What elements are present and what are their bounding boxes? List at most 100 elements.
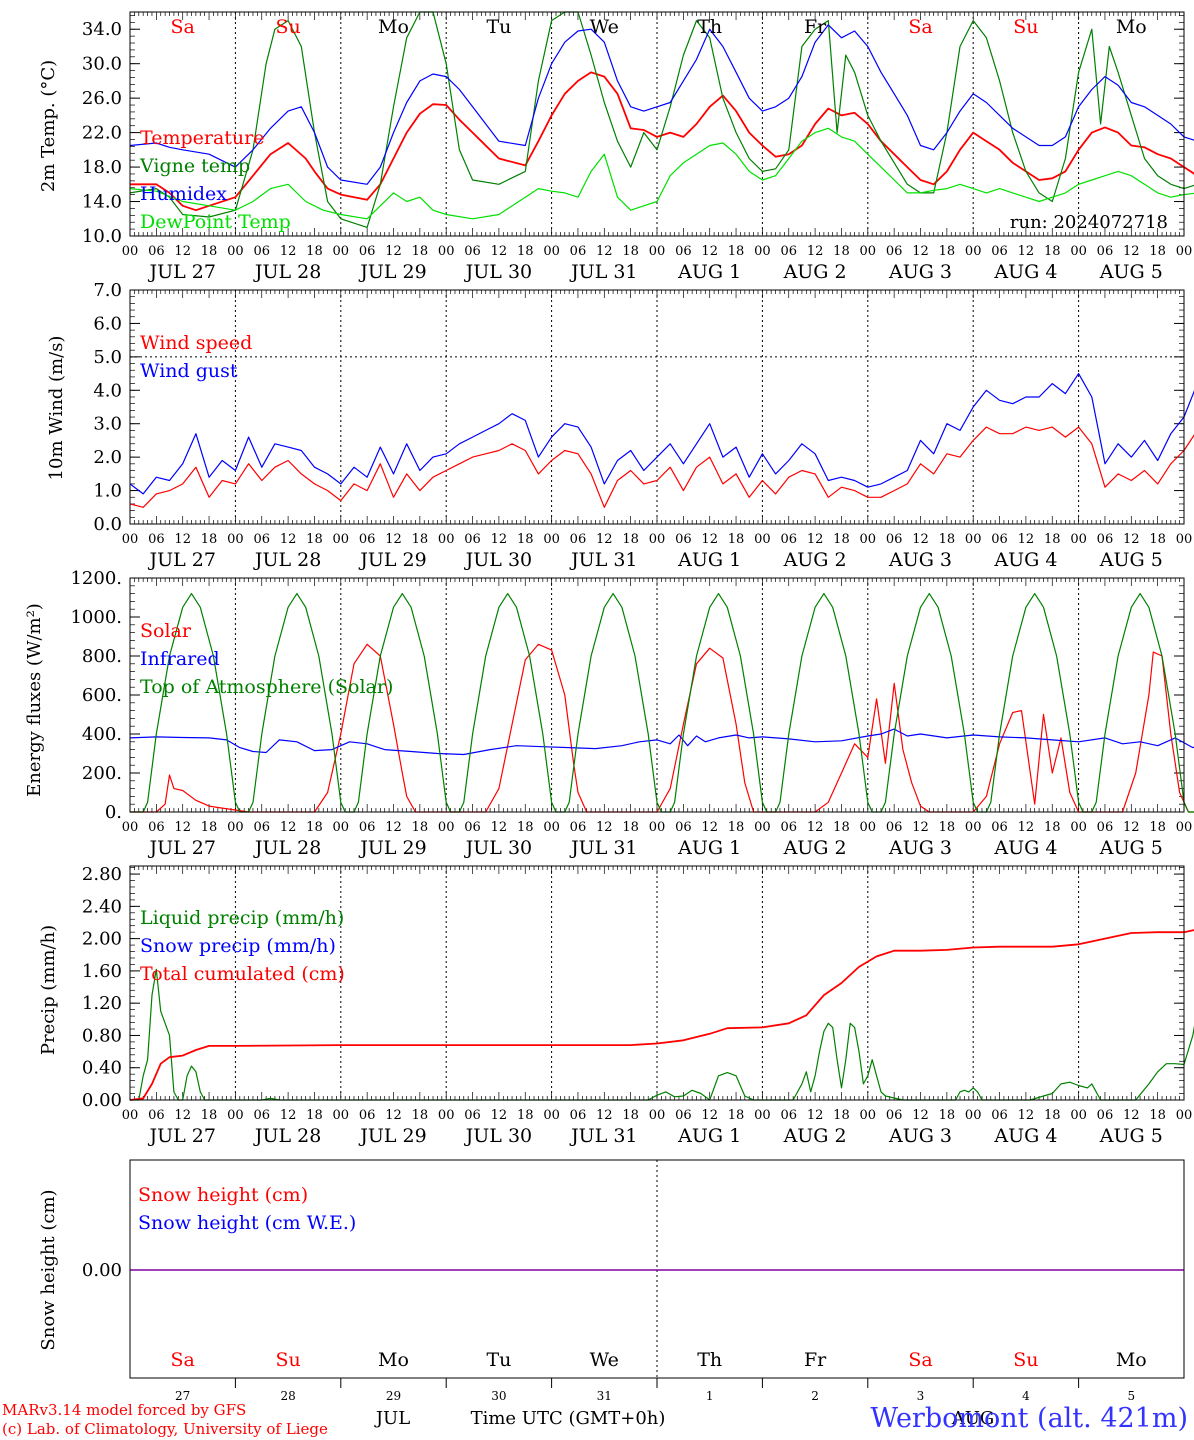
date-label: AUG 5 bbox=[1099, 1125, 1163, 1147]
hour-tick-label: 12 bbox=[1123, 532, 1140, 547]
hour-tick-label: 00 bbox=[965, 820, 982, 835]
day-abbr: Su bbox=[275, 16, 300, 38]
panel2-series-1 bbox=[129, 373, 1194, 495]
snow-ytick-label: 0.00 bbox=[82, 1260, 122, 1281]
hour-tick-label: 00 bbox=[754, 532, 771, 547]
legend-solar: Solar bbox=[140, 620, 192, 642]
date-label: JUL 31 bbox=[569, 261, 637, 283]
y-tick-label: 2.00 bbox=[82, 929, 122, 950]
hour-tick-label: 06 bbox=[780, 244, 797, 259]
hour-tick-label: 00 bbox=[333, 532, 350, 547]
hour-tick-label: 12 bbox=[491, 532, 508, 547]
day-abbr: Mo bbox=[1116, 16, 1147, 38]
hour-tick-label: 06 bbox=[991, 244, 1008, 259]
hour-tick-label: 06 bbox=[991, 1108, 1008, 1123]
date-label: AUG 1 bbox=[677, 549, 741, 571]
date-label: JUL 29 bbox=[358, 837, 426, 859]
hour-tick-label: 00 bbox=[122, 244, 139, 259]
hour-tick-label: 00 bbox=[860, 820, 877, 835]
hour-tick-label: 18 bbox=[622, 532, 639, 547]
y-tick-label: 1200. bbox=[70, 568, 122, 589]
hour-tick-label: 06 bbox=[780, 1108, 797, 1123]
y-tick-label: 30.0 bbox=[82, 54, 122, 75]
y-tick-label: 1.0 bbox=[93, 481, 122, 502]
hour-tick-label: 00 bbox=[754, 244, 771, 259]
y-tick-label: 26.0 bbox=[82, 88, 122, 109]
y-tick-label: 0.80 bbox=[82, 1025, 122, 1046]
y-tick-label: 0. bbox=[105, 802, 122, 823]
hour-tick-label: 12 bbox=[174, 1108, 191, 1123]
y-tick-label: 1000. bbox=[70, 607, 122, 628]
y-tick-label: 1.60 bbox=[82, 961, 122, 982]
hour-tick-label: 06 bbox=[359, 532, 376, 547]
date-label: JUL 28 bbox=[253, 549, 321, 571]
panel2-frame bbox=[129, 289, 1185, 525]
hour-tick-label: 12 bbox=[807, 244, 824, 259]
hour-tick-label: 00 bbox=[1070, 1108, 1087, 1123]
hour-tick-label: 12 bbox=[174, 532, 191, 547]
hour-tick-label: 12 bbox=[280, 532, 297, 547]
legend-wind-gust: Wind gust bbox=[140, 360, 238, 382]
hour-tick-label: 12 bbox=[385, 532, 402, 547]
hour-tick-label: 06 bbox=[886, 820, 903, 835]
hour-tick-label: 18 bbox=[412, 532, 429, 547]
hour-tick-label: 00 bbox=[754, 820, 771, 835]
hour-tick-label: 18 bbox=[728, 820, 745, 835]
hour-tick-label: 18 bbox=[201, 1108, 218, 1123]
legend-snow-height: Snow height (cm) bbox=[138, 1184, 308, 1206]
snow-day-abbr: Sa bbox=[171, 1349, 195, 1371]
hour-tick-label: 00 bbox=[860, 1108, 877, 1123]
panel3-series-0 bbox=[130, 643, 1194, 813]
hour-tick-label: 18 bbox=[622, 820, 639, 835]
snow-day-abbr: Mo bbox=[1116, 1349, 1147, 1371]
hour-tick-label: 06 bbox=[1097, 1108, 1114, 1123]
hour-tick-label: 12 bbox=[596, 244, 613, 259]
date-label: AUG 4 bbox=[993, 549, 1057, 571]
hour-tick-label: 06 bbox=[886, 532, 903, 547]
hour-tick-label: 06 bbox=[780, 820, 797, 835]
snow-day-abbr: Mo bbox=[378, 1349, 409, 1371]
footer-month-jul: JUL bbox=[374, 1408, 410, 1429]
hour-tick-label: 06 bbox=[991, 532, 1008, 547]
hour-tick-label: 12 bbox=[701, 820, 718, 835]
panel1-ylabel: 2m Temp. (°C) bbox=[38, 60, 59, 192]
hour-tick-label: 12 bbox=[807, 532, 824, 547]
panel1-series-2 bbox=[129, 24, 1194, 185]
snow-day-abbr: Su bbox=[275, 1349, 300, 1371]
date-label: AUG 5 bbox=[1099, 261, 1163, 283]
date-label: JUL 30 bbox=[464, 261, 532, 283]
hour-tick-label: 18 bbox=[833, 532, 850, 547]
hour-tick-label: 18 bbox=[517, 532, 534, 547]
hour-tick-label: 18 bbox=[517, 1108, 534, 1123]
y-tick-label: 14.0 bbox=[82, 192, 122, 213]
hour-tick-label: 18 bbox=[622, 1108, 639, 1123]
hour-tick-label: 00 bbox=[122, 532, 139, 547]
date-label: JUL 29 bbox=[358, 1125, 426, 1147]
day-abbr: We bbox=[590, 16, 619, 38]
panel4-ylabel: Precip (mm/h) bbox=[38, 925, 59, 1055]
hour-tick-label: 06 bbox=[886, 1108, 903, 1123]
hour-tick-label: 06 bbox=[675, 244, 692, 259]
hour-tick-label: 12 bbox=[385, 244, 402, 259]
hour-tick-label: 00 bbox=[649, 1108, 666, 1123]
footer-copyright: (c) Lab. of Climatology, University of L… bbox=[2, 1420, 328, 1438]
legend-infrared: Infrared bbox=[140, 648, 220, 670]
snow-day-abbr: Tu bbox=[486, 1349, 511, 1371]
hour-tick-label: 12 bbox=[174, 244, 191, 259]
hour-tick-label: 18 bbox=[622, 244, 639, 259]
hour-tick-label: 18 bbox=[1149, 1108, 1166, 1123]
panel3-series-1 bbox=[129, 728, 1194, 756]
hour-tick-label: 00 bbox=[543, 532, 560, 547]
day-number: 1 bbox=[706, 1389, 714, 1403]
hour-tick-label: 18 bbox=[728, 1108, 745, 1123]
hour-tick-label: 00 bbox=[543, 244, 560, 259]
panel5-ylabel: Snow height (cm) bbox=[38, 1189, 59, 1350]
hour-tick-label: 12 bbox=[491, 1108, 508, 1123]
day-number: 27 bbox=[175, 1389, 190, 1403]
hour-tick-label: 06 bbox=[675, 532, 692, 547]
frames-layer bbox=[129, 11, 1185, 1379]
hour-tick-label: 12 bbox=[912, 532, 929, 547]
hour-tick-label: 12 bbox=[280, 244, 297, 259]
hour-tick-label: 06 bbox=[148, 244, 165, 259]
